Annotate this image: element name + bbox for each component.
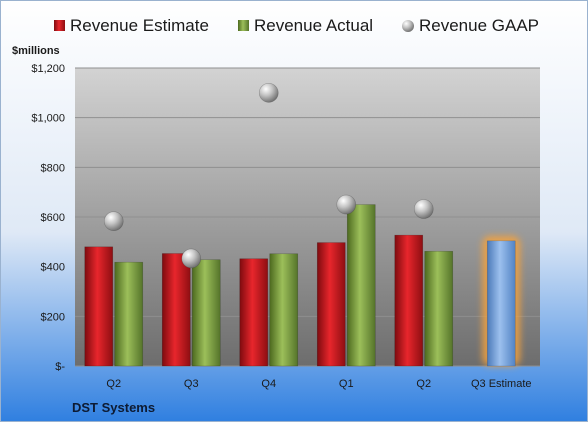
legend-item-actual: Revenue Actual [238,16,373,35]
y-tick-label: $200 [41,311,65,323]
y-axis-title: $millions [12,45,60,57]
y-tick-label: $400 [41,262,65,274]
legend-item-estimate: Revenue Estimate [54,16,209,35]
gaap-points [103,83,434,269]
point-revenue-gaap [181,248,202,269]
bar-revenue-actual [269,253,299,367]
point-revenue-gaap [336,194,357,215]
y-tick-label: $800 [41,162,65,174]
legend-label-actual: Revenue Actual [254,16,373,35]
axis-ticks: $- $200 $400 $600 $800 $1,000 $1,200 Q2 Q3 Q4 Q1 Q2… [31,63,531,390]
y-tick-label: $- [55,361,65,373]
x-tick-label: Q4 [261,378,276,390]
bar-revenue-actual [424,250,454,367]
legend-swatch-actual [238,20,249,31]
point-revenue-gaap [413,199,434,219]
x-tick-label: Q2 [106,378,121,390]
bar-revenue-estimate [84,246,114,367]
legend-item-gaap: Revenue GAAP [402,16,539,35]
y-tick-label: $1,000 [31,113,65,125]
bar-revenue-estimate [239,258,269,367]
bars [84,204,521,367]
y-tick-label: $1,200 [31,63,65,75]
gridlines [75,67,540,367]
legend: Revenue Estimate Revenue Actual Revenue … [54,16,539,35]
chart-caption: DST Systems [72,400,155,415]
legend-swatch-gaap [402,20,414,32]
legend-label-estimate: Revenue Estimate [70,16,209,35]
bar-revenue-estimate [161,253,191,367]
bar-revenue-estimate [394,234,424,367]
bar-q3-estimate [486,240,516,367]
bar-revenue-actual [191,259,221,367]
bar-revenue-actual [346,204,376,367]
bar-revenue-estimate [316,242,346,367]
x-tick-label: Q1 [339,378,354,390]
point-revenue-gaap [103,211,124,232]
legend-swatch-estimate [54,20,65,31]
y-tick-label: $600 [41,212,65,224]
point-revenue-gaap [258,83,279,103]
x-tick-label: Q2 [416,378,431,390]
x-tick-label: Q3 [184,378,199,390]
x-tick-label: Q3 Estimate [471,378,532,390]
bar-revenue-actual [114,261,144,367]
legend-label-gaap: Revenue GAAP [419,16,539,35]
